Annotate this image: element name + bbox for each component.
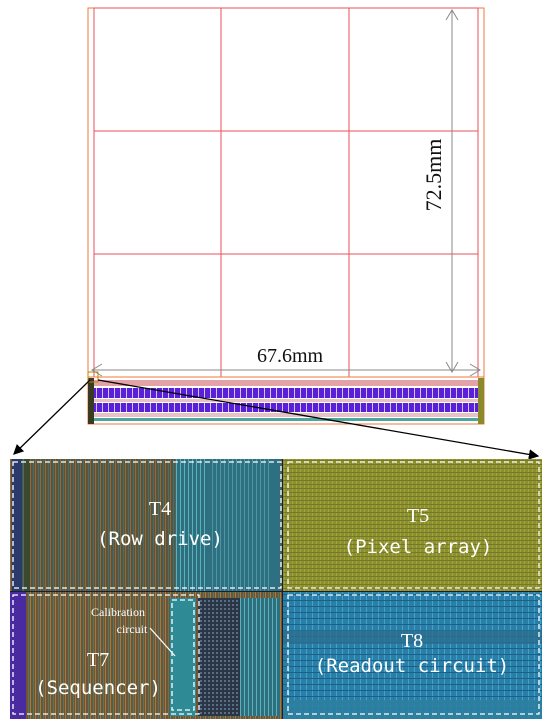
zoom-view: T4 (Row drive) T5 (Pixel array) T7 (Sequ… xyxy=(10,459,542,719)
t7-subtitle: (Sequencer) xyxy=(35,677,161,699)
t5-title: T5 xyxy=(407,505,429,527)
block-boundaries xyxy=(12,461,540,715)
t4-boundary xyxy=(12,461,282,589)
t4-subtitle: (Row drive) xyxy=(97,528,223,550)
readout-region xyxy=(283,592,542,719)
zoom-connectors xyxy=(13,379,540,460)
t7-boundary xyxy=(12,594,200,715)
calibration-label-line1: Calibration xyxy=(91,605,145,619)
height-label: 72.5mm xyxy=(421,139,446,212)
t8-subtitle: (Readout circuit) xyxy=(315,655,509,677)
height-dimension: 72.5mm xyxy=(421,9,459,373)
t5-subtitle: (Pixel array) xyxy=(344,536,493,558)
width-label: 67.6mm xyxy=(257,345,324,367)
t8-title: T8 xyxy=(401,630,423,652)
t8-boundary xyxy=(287,594,540,715)
pixel-grid xyxy=(93,7,479,424)
top-view: 72.5mm 67.6mm xyxy=(87,7,485,425)
calibration-pointer xyxy=(149,627,176,657)
t5-boundary xyxy=(287,461,540,589)
t4-title: T4 xyxy=(149,498,171,520)
calibration-circuit-boundary xyxy=(171,599,195,711)
width-dimension: 67.6mm xyxy=(91,345,481,377)
calibration-label-line2: circuit xyxy=(117,622,148,636)
readout-bus xyxy=(87,376,485,425)
zoom-selection-box xyxy=(87,371,99,383)
chip-outline xyxy=(87,7,485,425)
t7-title: T7 xyxy=(87,649,109,671)
pixel-array-region xyxy=(283,459,542,591)
